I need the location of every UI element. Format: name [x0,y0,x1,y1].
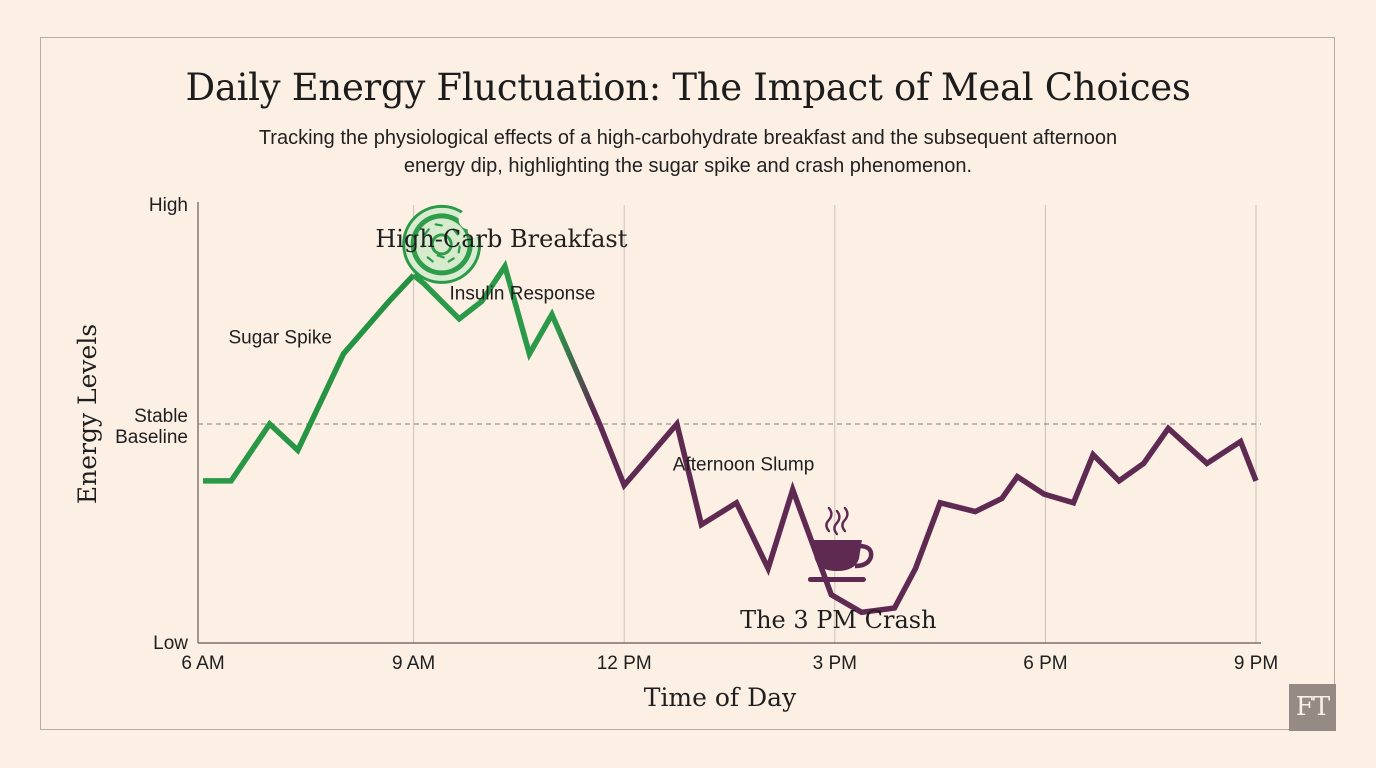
annotation-label: The 3 PM Crash [740,606,936,634]
energy-line-segment-2 [411,259,1259,616]
annotation-label: Sugar Spike [228,327,332,348]
donut-icon [402,204,482,284]
annotation-label: Insulin Response [450,284,596,305]
ft-logo: FT [1289,684,1336,731]
x-tick-label: 12 PM [597,653,652,674]
energy-line-segment-1 [203,273,416,484]
x-tick-label: 9 AM [392,653,435,674]
annotation-label: High-Carb Breakfast [375,225,627,253]
x-tick-label: 6 PM [1023,653,1067,674]
x-tick-label: 6 AM [181,653,224,674]
chart-subtitle: Tracking the physiological effects of a … [258,127,1118,177]
x-tick-label: 9 PM [1234,653,1278,674]
x-tick-label: 3 PM [813,653,857,674]
y-tick-label: High [149,195,188,216]
chart-frame [40,37,1335,730]
chart-title: Daily Energy Fluctuation: The Impact of … [185,66,1191,109]
y-tick-label: Low [153,633,188,654]
y-axis-label: Energy Levels [73,324,102,504]
x-axis-label: Time of Day [644,683,797,712]
annotation-label: Afternoon Slump [673,454,815,475]
y-tick-label: Stable Baseline [115,406,188,448]
coffee-cup-icon [807,506,874,583]
